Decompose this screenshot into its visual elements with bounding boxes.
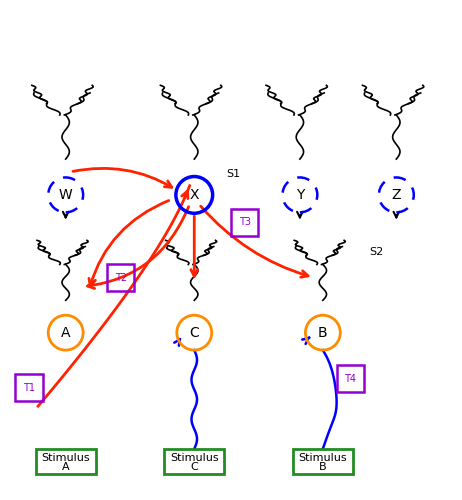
Text: S2: S2 <box>369 246 383 256</box>
Text: T2: T2 <box>115 272 127 282</box>
Text: Stimulus: Stimulus <box>170 452 219 462</box>
Text: Y: Y <box>296 188 304 202</box>
Text: X: X <box>189 188 199 202</box>
Text: S1: S1 <box>226 168 241 178</box>
Text: A: A <box>62 462 69 472</box>
Text: C: C <box>190 462 198 472</box>
Text: W: W <box>59 188 73 202</box>
Text: A: A <box>61 326 70 340</box>
Text: T1: T1 <box>23 383 35 393</box>
Text: Z: Z <box>392 188 401 202</box>
Text: T3: T3 <box>239 218 251 228</box>
Text: C: C <box>189 326 199 340</box>
Text: B: B <box>319 462 327 472</box>
Text: Stimulus: Stimulus <box>42 452 90 462</box>
Text: T4: T4 <box>344 374 356 384</box>
Text: Stimulus: Stimulus <box>298 452 347 462</box>
Text: B: B <box>318 326 328 340</box>
